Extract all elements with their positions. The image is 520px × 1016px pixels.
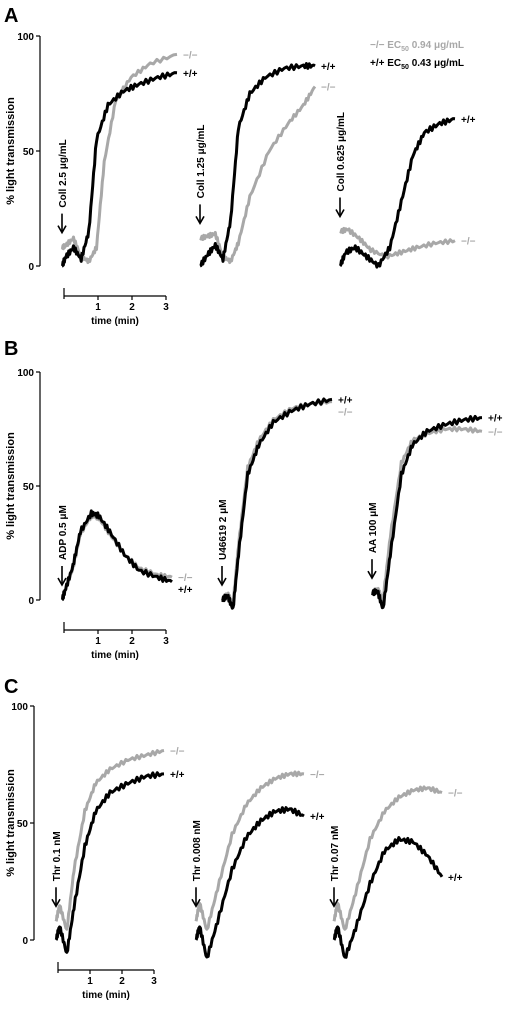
x-tick-label: 1 (95, 636, 101, 647)
wt-trace (61, 509, 173, 602)
ko-trace (60, 512, 173, 601)
trace-group: Thr 0.008 nM −/− +/+ (191, 770, 325, 959)
trace-group: Coll 0.625 μg/mL −/− +/+ (335, 112, 476, 269)
wt-end-label: +/+ (488, 414, 503, 425)
x-axis-label: time (min) (91, 650, 139, 661)
y-tick-label: 100 (17, 32, 34, 43)
ko-trace (199, 85, 317, 265)
y-tick-label: 100 (11, 702, 28, 713)
wt-trace (61, 71, 178, 268)
agonist-arrow-head (367, 570, 377, 580)
agonist-arrow-head (329, 898, 339, 908)
wt-trace (54, 771, 165, 954)
agonist-arrow-head (51, 898, 61, 908)
ko-end-label: −/− (321, 83, 336, 94)
y-tick-label: 0 (28, 262, 34, 273)
agonist-label: ADP 0.5 μM (58, 505, 69, 560)
legend-ko: −/− EC50 0.94 μg/mL (370, 40, 464, 53)
x-axis-label: time (min) (82, 990, 130, 1001)
y-tick-label: 50 (23, 482, 35, 493)
agonist-arrow-head (335, 209, 345, 219)
wt-end-label: +/+ (178, 585, 193, 596)
wt-trace (221, 397, 333, 610)
agonist-label: Coll 0.625 μg/mL (336, 112, 347, 191)
x-axis-label: time (min) (91, 316, 139, 327)
wt-trace (199, 62, 316, 268)
agonist-label: Coll 2.5 μg/mL (58, 139, 69, 207)
ko-end-label: −/− (448, 789, 463, 800)
trace-group: ADP 0.5 μM −/−+/+ (57, 505, 193, 602)
y-axis-label: % light transmission (5, 432, 17, 540)
ko-end-label: −/− (170, 746, 185, 757)
agonist-arrow-head (191, 898, 201, 908)
ko-trace (194, 770, 305, 931)
trace-group: Coll 1.25 μg/mL −/− +/+ (195, 62, 336, 268)
trace-group: Thr 0.07 nM −/− +/+ (329, 785, 463, 959)
wt-end-label: +/+ (321, 62, 336, 73)
panel-B: B 0 50 100 % light transmission 1 2 3 time (min)… (4, 338, 503, 661)
agonist-arrow-head (217, 577, 227, 587)
ko-end-label: −/− (338, 407, 353, 418)
trace-group: Coll 2.5 μg/mL −/− +/+ (57, 50, 198, 268)
x-tick-label: 3 (163, 636, 169, 647)
x-tick-label: 1 (87, 976, 93, 987)
wt-end-label: +/+ (183, 69, 198, 80)
panel-letter: C (4, 676, 18, 698)
x-tick-label: 2 (119, 976, 125, 987)
ko-end-label: −/− (488, 427, 503, 438)
y-tick-label: 0 (28, 596, 34, 607)
wt-trace (194, 806, 305, 959)
ko-end-label: −/− (310, 770, 325, 781)
panel-A: A 0 50 100 % light transmission 1 2 3 time (min)… (4, 5, 476, 327)
agonist-label: U46619 2 μM (218, 499, 229, 560)
ko-end-label: −/− (178, 573, 193, 584)
ko-trace (339, 226, 456, 260)
x-tick-label: 3 (163, 302, 169, 313)
ko-trace (60, 52, 178, 265)
trace-group: Thr 0.1 nM −/− +/+ (51, 746, 185, 954)
y-tick-label: 50 (17, 819, 29, 830)
x-tick-label: 3 (151, 976, 157, 987)
y-tick-label: 50 (23, 147, 35, 158)
ko-trace (332, 785, 443, 931)
wt-trace (332, 836, 444, 959)
wt-end-label: +/+ (170, 770, 185, 781)
x-tick-label: 2 (129, 636, 135, 647)
legend: −/− EC50 0.94 μg/mL +/+ EC50 0.43 μg/mL (370, 40, 464, 71)
agonist-arrow-head (57, 225, 67, 235)
legend-wt: +/+ EC50 0.43 μg/mL (370, 58, 464, 71)
wt-trace (370, 414, 483, 610)
agonist-label: Coll 1.25 μg/mL (196, 124, 207, 198)
ko-end-label: −/− (183, 50, 198, 61)
agonist-label: Thr 0.07 nM (330, 826, 341, 882)
y-axis-label: % light transmission (5, 769, 17, 877)
ko-end-label: −/− (461, 237, 476, 248)
ko-trace (54, 749, 165, 931)
y-axis-label: % light transmission (5, 97, 17, 205)
agonist-arrow-head (195, 216, 205, 226)
trace-group: AA 100 μM −/− +/+ (367, 414, 503, 610)
y-tick-label: 100 (17, 368, 34, 379)
panel-letter: B (4, 338, 18, 360)
wt-end-label: +/+ (448, 873, 463, 884)
trace-group: U46619 2 μM −/−+/+ (217, 395, 353, 610)
agonist-arrow-head (57, 577, 67, 587)
wt-trace (338, 117, 456, 269)
panel-letter: A (4, 5, 18, 27)
x-tick-label: 1 (95, 302, 101, 313)
ko-trace (221, 399, 333, 606)
agonist-label: AA 100 μM (368, 502, 379, 553)
agonist-label: Thr 0.1 nM (52, 831, 63, 881)
x-tick-label: 2 (129, 302, 135, 313)
wt-end-label: +/+ (310, 812, 325, 823)
wt-end-label: +/+ (338, 395, 353, 406)
y-tick-label: 0 (22, 936, 28, 947)
panel-C: C 0 50 100 % light transmission 1 2 3 time (min)… (4, 676, 463, 1001)
wt-end-label: +/+ (461, 115, 476, 126)
agonist-label: Thr 0.008 nM (192, 820, 203, 881)
